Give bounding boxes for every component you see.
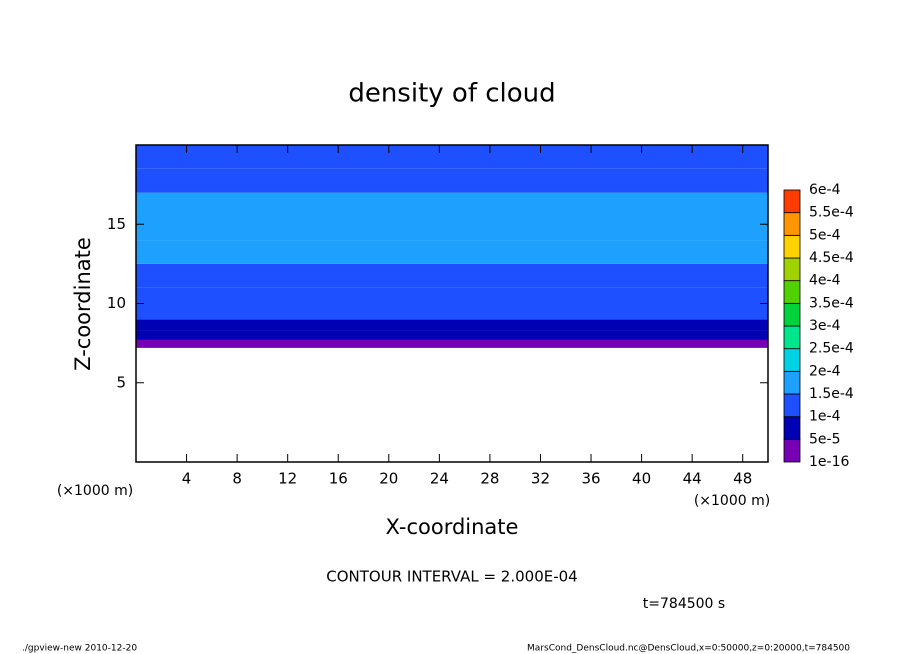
- contour-band: [136, 263, 768, 288]
- x-tick-label: 48: [733, 470, 752, 488]
- x-axis-label: X-coordinate: [386, 515, 519, 539]
- contour-band: [136, 330, 768, 340]
- x-tick-label: 24: [430, 470, 449, 488]
- contour-band: [136, 145, 768, 169]
- x-tick-label: 12: [278, 470, 297, 488]
- x-tick-label: 32: [531, 470, 550, 488]
- contour-band: [136, 303, 768, 320]
- contour-band: [136, 319, 768, 331]
- footer: ./gpview-new 2010-12-20: [22, 644, 137, 654]
- colorbar-label: 2.5e-4: [809, 341, 854, 357]
- colorbar-label: 5.5e-4: [809, 205, 854, 221]
- colorbar-label: 3e-4: [809, 318, 841, 334]
- contour-band: [136, 339, 768, 348]
- colorbar-box: [783, 234, 801, 259]
- x-tick-label: 40: [632, 470, 651, 488]
- x-unit: (×1000 m): [694, 493, 770, 509]
- colorbar-box: [783, 438, 801, 463]
- y-tick-label: 15: [107, 215, 126, 233]
- colorbar-label: 6e-4: [809, 182, 841, 198]
- colorbar-box: [783, 212, 801, 236]
- x-tick-label: 20: [379, 470, 398, 488]
- x-tick-label: 28: [480, 470, 499, 488]
- footer: MarsCond_DensCloud.nc@DensCloud,x=0:5000…: [527, 644, 850, 654]
- colorbar-box: [783, 325, 801, 350]
- time-label: t=784500 s: [643, 596, 725, 612]
- colorbar-box: [783, 280, 801, 304]
- colorbar-label: 4e-4: [809, 273, 841, 289]
- colorbar-label: 1e-16: [809, 454, 849, 470]
- contour-band: [136, 240, 768, 264]
- contour-band: [136, 192, 768, 241]
- colorbar-box: [783, 416, 801, 440]
- chart-title: density of cloud: [348, 79, 555, 109]
- colorbar-label: 5e-4: [809, 227, 841, 243]
- colorbar-label: 4.5e-4: [809, 250, 854, 266]
- x-unit: (×1000 m): [57, 483, 133, 499]
- colorbar-box: [783, 257, 801, 282]
- colorbar-label: 2e-4: [809, 363, 841, 379]
- colorbar-box: [783, 302, 801, 327]
- colorbar-box: [783, 393, 801, 418]
- x-tick-label: 16: [329, 470, 348, 488]
- y-axis-label: Z-coordinate: [71, 237, 95, 371]
- y-tick-label: 5: [116, 373, 126, 391]
- x-tick-label: 44: [683, 470, 702, 488]
- contour-band: [136, 168, 768, 193]
- colorbar-box: [783, 370, 801, 395]
- contour-band: [136, 287, 768, 304]
- contour-interval: CONTOUR INTERVAL = 2.000E-04: [326, 568, 577, 586]
- x-tick-label: 36: [581, 470, 600, 488]
- colorbar-label: 3.5e-4: [809, 295, 854, 311]
- x-tick-label: 4: [182, 470, 192, 488]
- x-tick-label: 8: [232, 470, 242, 488]
- colorbar-box: [783, 348, 801, 372]
- y-tick-label: 10: [107, 294, 126, 312]
- colorbar-label: 1e-4: [809, 409, 841, 425]
- colorbar-box: [783, 189, 801, 214]
- colorbar-label: 1.5e-4: [809, 386, 854, 402]
- colorbar-label: 5e-5: [809, 431, 840, 447]
